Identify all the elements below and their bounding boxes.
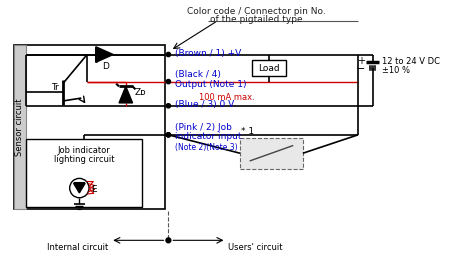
Text: (Pink / 2) Job: (Pink / 2) Job (175, 123, 232, 132)
Text: D: D (102, 62, 109, 71)
Text: (Black / 4): (Black / 4) (175, 70, 221, 79)
Polygon shape (96, 47, 113, 62)
Text: +: + (357, 56, 365, 66)
Text: Job indicator: Job indicator (58, 146, 111, 155)
Text: * 1: * 1 (241, 127, 254, 136)
Circle shape (166, 52, 171, 57)
Text: Users' circuit: Users' circuit (229, 243, 283, 252)
Text: (Blue / 3) 0 V: (Blue / 3) 0 V (175, 100, 234, 109)
Text: Output (Note 1): Output (Note 1) (175, 80, 247, 89)
Text: of the pigtailed type: of the pigtailed type (210, 15, 303, 24)
Text: Zᴅ: Zᴅ (135, 88, 146, 97)
Circle shape (166, 80, 171, 84)
Text: indicator input: indicator input (175, 132, 242, 141)
Polygon shape (73, 183, 85, 193)
Text: (Note 2)(Note 3): (Note 2)(Note 3) (175, 143, 238, 152)
Text: Internal circuit: Internal circuit (47, 243, 108, 252)
Text: ±10 %: ±10 % (382, 67, 410, 75)
Text: 12 to 24 V DC: 12 to 24 V DC (382, 57, 440, 66)
Polygon shape (119, 87, 133, 103)
Text: Color code / Connector pin No.: Color code / Connector pin No. (187, 8, 326, 16)
Bar (14, 45, 26, 209)
Text: Load: Load (258, 63, 280, 73)
Circle shape (166, 238, 171, 243)
Circle shape (166, 133, 171, 137)
Circle shape (166, 104, 171, 108)
Text: E: E (91, 185, 97, 193)
Bar (14, 45, 165, 209)
Text: (Brown / 1) +V: (Brown / 1) +V (175, 49, 241, 58)
Text: −: − (356, 64, 366, 74)
Text: lighting circuit: lighting circuit (54, 155, 114, 165)
Bar (240, 138, 303, 169)
Text: Tr: Tr (51, 83, 59, 92)
Text: Sensor circuit: Sensor circuit (15, 98, 24, 156)
Text: 100 mA max.: 100 mA max. (199, 93, 255, 102)
Bar (252, 60, 287, 76)
Circle shape (166, 133, 171, 137)
Bar (26, 139, 142, 207)
